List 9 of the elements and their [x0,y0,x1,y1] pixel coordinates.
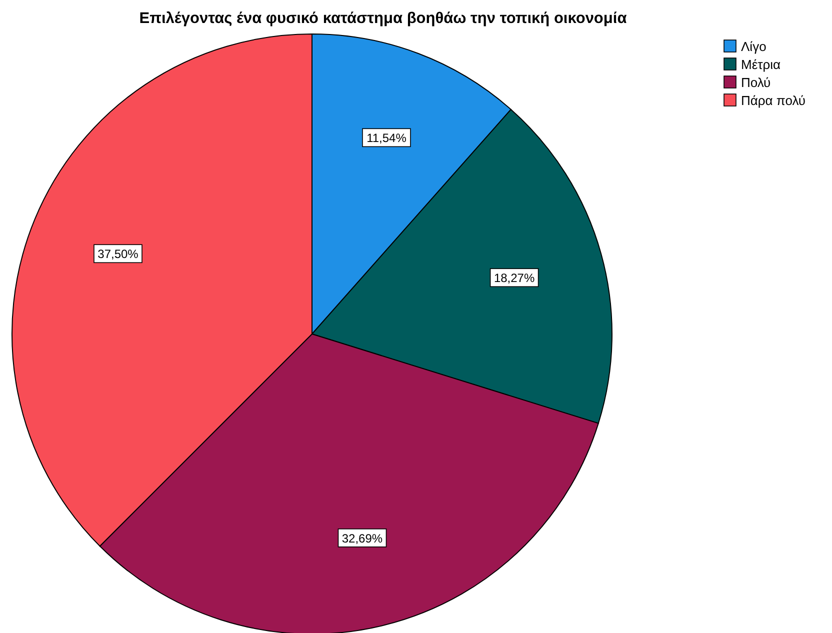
data-label: 18,27% [494,271,535,286]
data-label: 11,54% [366,131,407,146]
legend-label: Λίγο [741,39,766,54]
legend-label: Πολύ [741,75,771,90]
data-label: 32,69% [342,531,383,546]
chart-title: Επιλέγοντας ένα φυσικό κατάστημα βοηθάω την τοπική οικονομία [139,10,628,27]
data-label: 37,50% [98,247,139,262]
legend-label: Μέτρια [741,57,782,72]
legend-label: Πάρα πολύ [741,93,806,108]
